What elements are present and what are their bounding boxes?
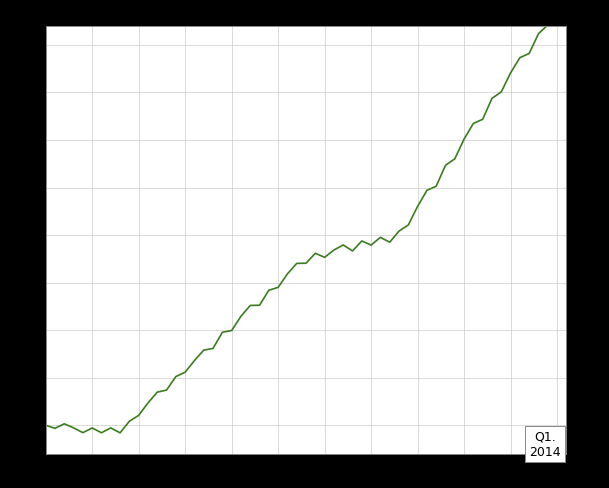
- Text: Q1.
2014: Q1. 2014: [529, 430, 561, 458]
